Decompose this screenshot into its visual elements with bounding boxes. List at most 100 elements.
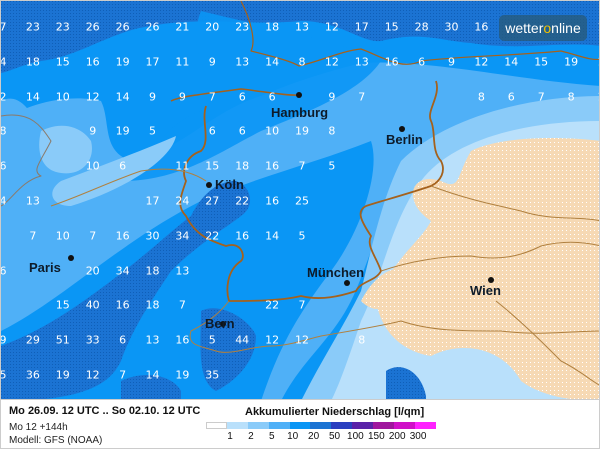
precip-value: 26: [85, 20, 100, 34]
precip-value: 20: [85, 264, 100, 278]
logo-text-end: nline: [551, 20, 581, 36]
legend-label: 5: [269, 431, 275, 442]
precip-value: 6: [119, 159, 127, 173]
city-dot: [68, 255, 74, 261]
city-label: Paris: [29, 260, 61, 275]
precip-value: 27: [205, 194, 220, 208]
precip-value: 15: [55, 55, 70, 69]
precip-value: 14: [25, 90, 40, 104]
model-run: Mo 12 +144h: [9, 422, 68, 433]
precip-value: 21: [175, 20, 190, 34]
precip-value: 22: [205, 229, 220, 243]
precip-value: 9: [208, 55, 216, 69]
precip-value: 40: [85, 298, 100, 312]
precip-value: 7: [0, 20, 7, 34]
city-dot: [296, 92, 302, 98]
legend-swatch: [268, 422, 290, 429]
precip-value: 12: [474, 55, 489, 69]
legend-swatch: [414, 422, 436, 429]
logo-text: wetter: [505, 20, 544, 36]
precip-10-20-north: [121, 11, 381, 181]
precip-value: 17: [354, 20, 369, 34]
precip-value: 13: [175, 264, 190, 278]
precip-value: 14: [265, 55, 280, 69]
precip-value: 6: [507, 90, 515, 104]
city-label: Hamburg: [271, 105, 329, 120]
city-dot: [206, 182, 212, 188]
precip-value: 8: [328, 124, 336, 138]
precip-value: 7: [537, 90, 545, 104]
country-borders: [1, 1, 599, 386]
precip-value: 5: [328, 159, 336, 173]
precip-value: 24: [175, 194, 190, 208]
precip-value: 19: [55, 368, 70, 382]
precip-value: 16: [235, 229, 250, 243]
precip-value: 13: [25, 194, 40, 208]
precip-value: 2: [0, 90, 7, 104]
precip-value: 9: [448, 55, 455, 69]
legend-title: Akkumulierter Niederschlag [l/qm]: [245, 406, 425, 418]
precip-value: 16: [115, 298, 130, 312]
precip-value: 5: [208, 333, 216, 347]
precip-value: 22: [235, 194, 250, 208]
precip-value: 6: [238, 90, 246, 104]
precip-value: 14: [115, 90, 130, 104]
precip-value: 6: [208, 124, 216, 138]
precip-value: 14: [265, 229, 280, 243]
precip-value: 9: [178, 90, 186, 104]
precip-value: 1: [598, 21, 600, 34]
legend-label: 50: [328, 431, 341, 442]
precip-value: 6: [0, 264, 7, 278]
legend-swatch: [226, 422, 248, 429]
precip-value: 18: [145, 298, 160, 312]
precip-value: 36: [25, 368, 40, 382]
precip-value: 8: [477, 90, 485, 104]
precip-value: 7: [208, 90, 216, 104]
legend-label: 150: [367, 431, 385, 442]
city-label: Berlin: [386, 132, 423, 147]
precip-value: 7: [178, 298, 186, 312]
precip-value: 12: [324, 20, 339, 34]
precip-value: 22: [265, 298, 280, 312]
precip-value: 7: [358, 90, 366, 104]
precip-20-50-area: [1, 1, 599, 73]
precip-value: 8: [567, 90, 575, 104]
map-canvas: [1, 1, 599, 399]
precip-value: 9: [0, 333, 7, 347]
legend-label: 100: [347, 431, 364, 442]
precip-value: 5: [0, 368, 7, 382]
forecast-period: Mo 26.09. 12 UTC .. So 02.10. 12 UTC: [9, 405, 201, 417]
precip-value: 5: [298, 229, 306, 243]
logo-text-o: o: [543, 20, 552, 36]
precip-value: 30: [145, 229, 160, 243]
wetteronline-logo[interactable]: wetteronline: [499, 15, 587, 41]
city-dot: [488, 277, 494, 283]
city-label: München: [307, 265, 365, 280]
precip-value: 16: [115, 229, 130, 243]
precip-value: 7: [298, 298, 306, 312]
precip-value: 16: [85, 55, 100, 69]
precip-value: 19: [564, 55, 579, 69]
precip-value: 14: [504, 55, 519, 69]
precip-value: 12: [85, 368, 100, 382]
precip-2-5-england: [39, 125, 92, 174]
precip-value: 5: [149, 124, 156, 138]
legend-label: 20: [308, 431, 320, 442]
precip-value: 16: [384, 55, 399, 69]
precip-value: 26: [115, 20, 130, 34]
precip-value: 6: [268, 90, 276, 104]
precip-value: 1: [598, 55, 600, 68]
precip-value: 13: [145, 333, 160, 347]
legend-swatch: [373, 422, 395, 429]
legend-swatch: [289, 422, 311, 429]
precip-value: 23: [235, 20, 250, 34]
precip-value: 12: [85, 90, 100, 104]
legend-label: 2: [248, 431, 254, 442]
legend-label: 1: [227, 431, 233, 442]
precip-value: 11: [175, 159, 190, 173]
precip-value: 8: [0, 124, 7, 138]
legend-swatch: [247, 422, 269, 429]
city-label: Köln: [215, 177, 244, 192]
precip-value: 9: [89, 124, 97, 138]
legend-swatch: [206, 422, 227, 429]
